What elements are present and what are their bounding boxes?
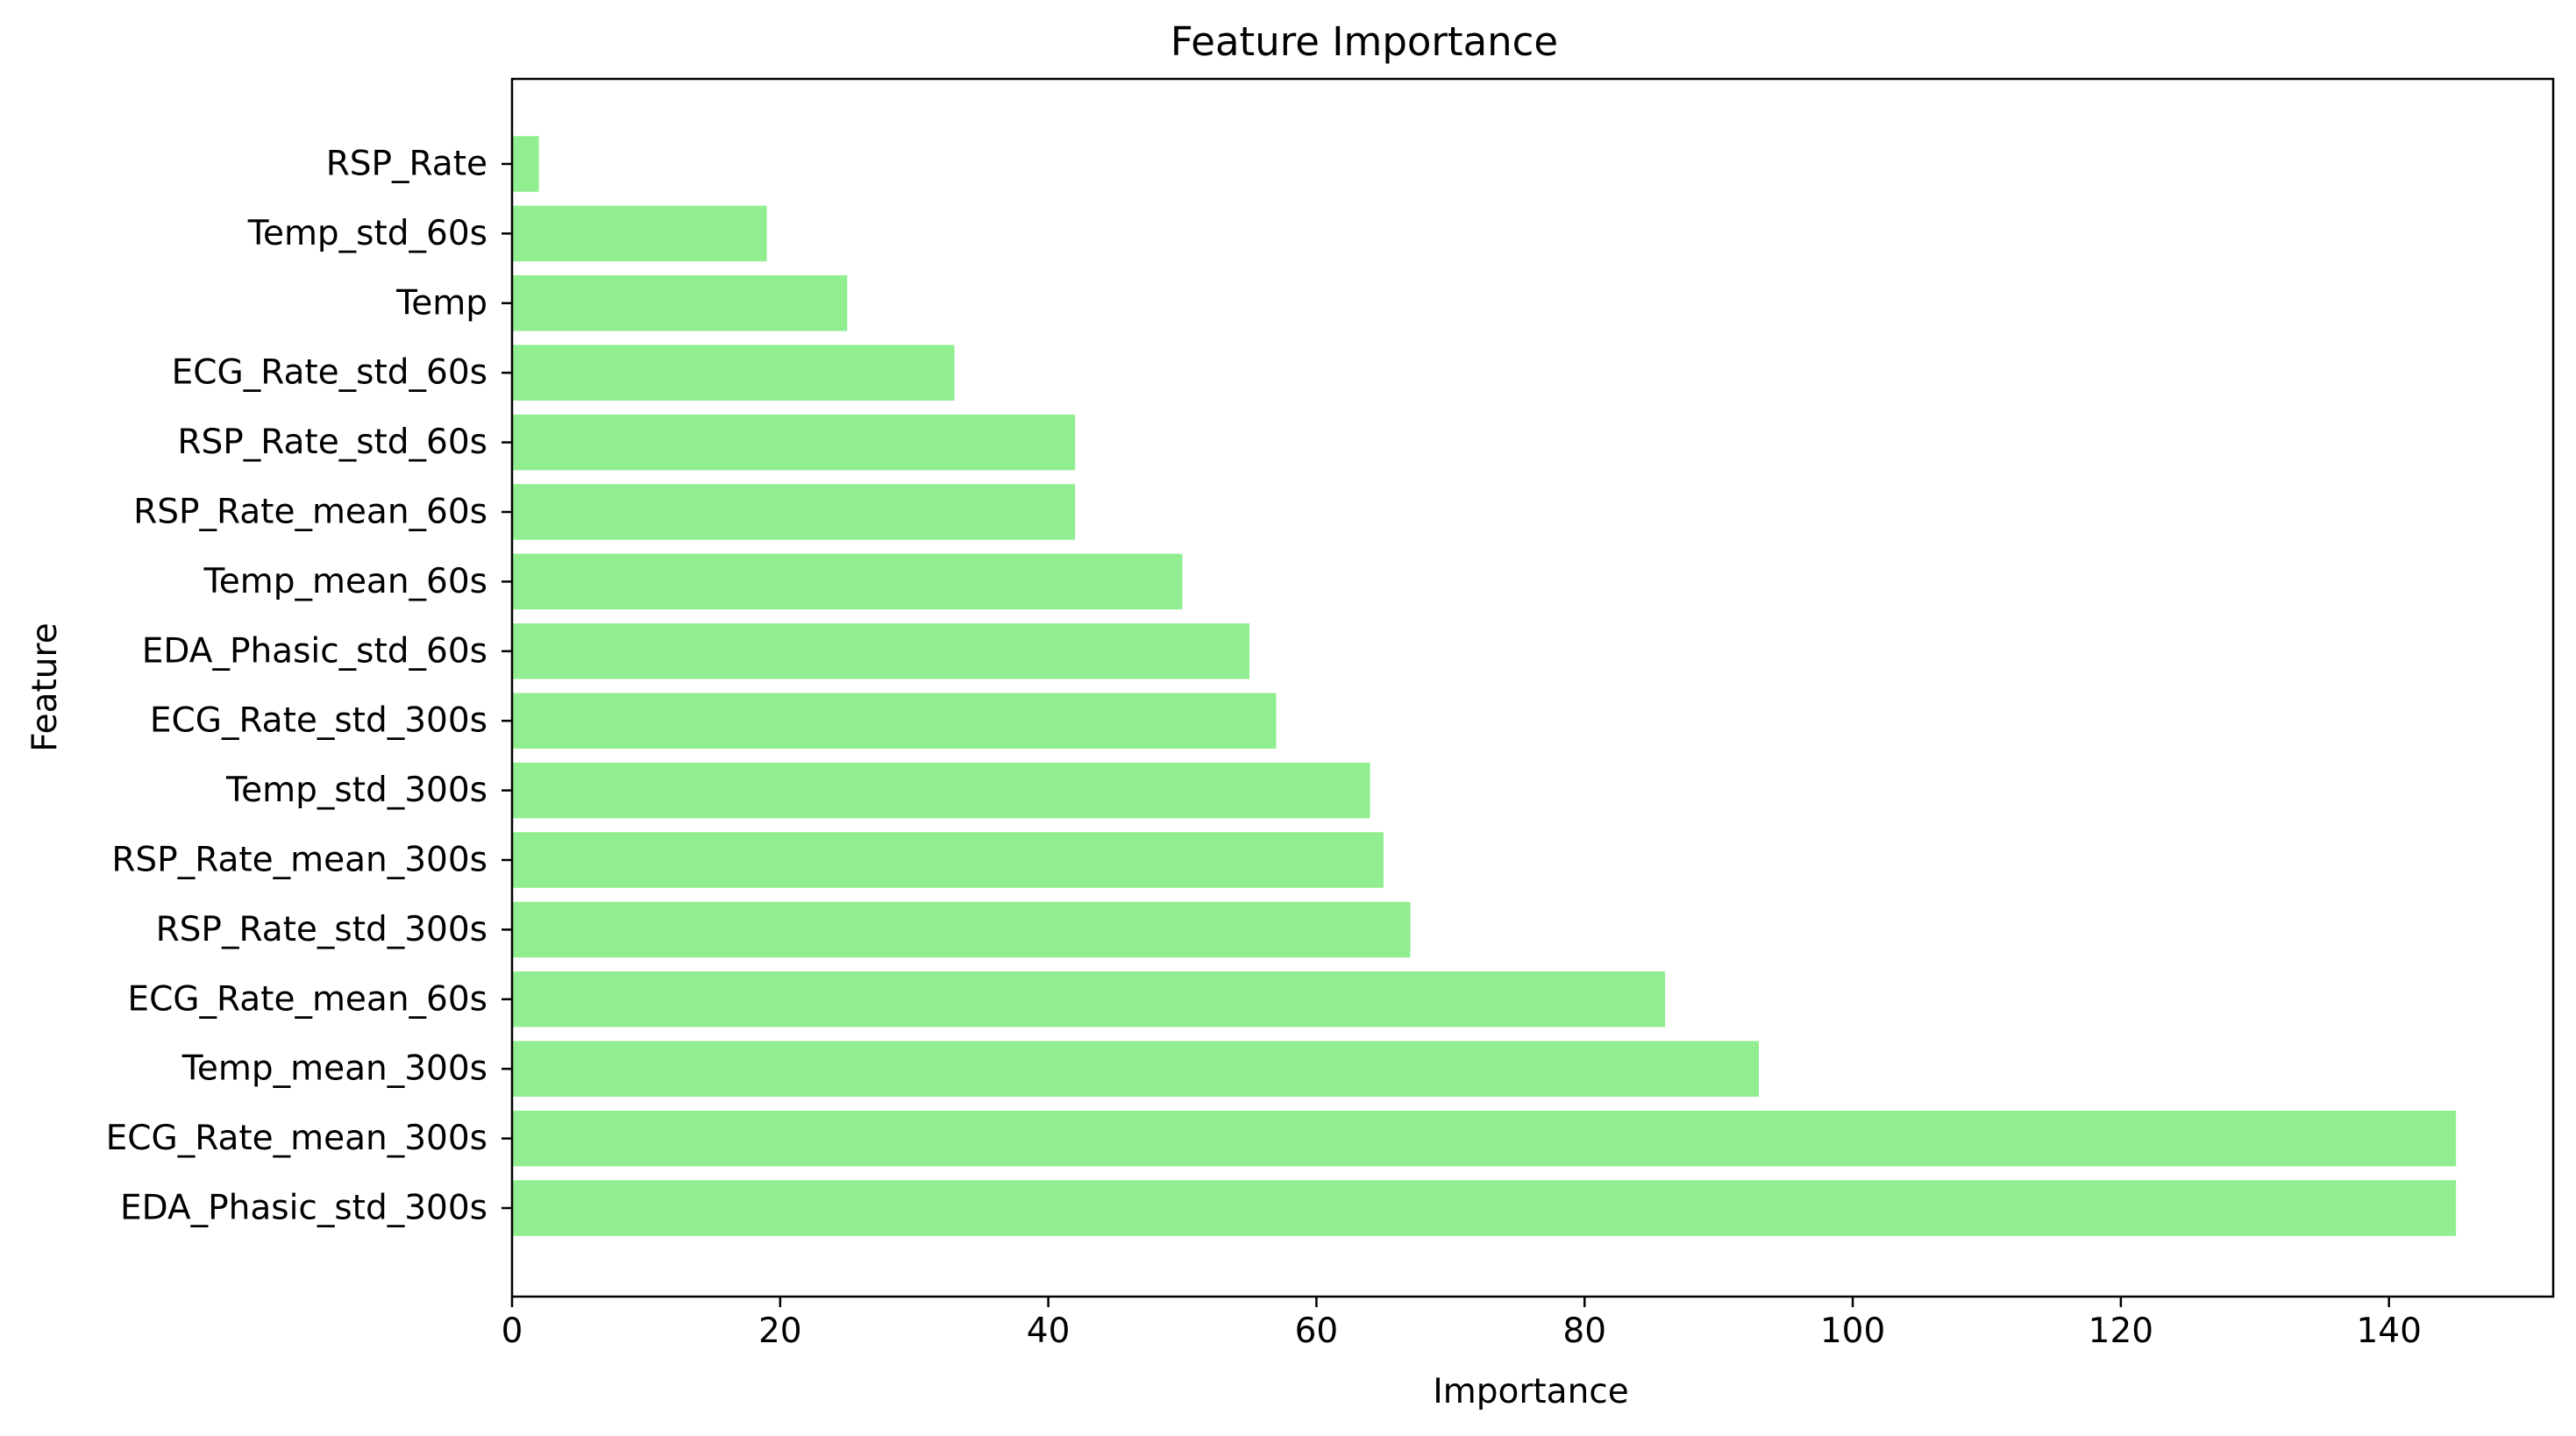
bar — [512, 1180, 2457, 1236]
y-tick-label: ECG_Rate_mean_300s — [106, 1119, 487, 1158]
plot-frame — [510, 77, 2555, 1298]
y-tick-label: Temp_std_300s — [225, 771, 487, 810]
bar — [512, 693, 1277, 749]
bar — [512, 275, 848, 331]
bar — [512, 136, 539, 192]
bar — [512, 832, 1384, 888]
bar — [512, 623, 1249, 679]
y-tick-group: RSP_Rate Temp_std_60s Temp ECG_Rate_std_60s… — [106, 145, 512, 1228]
bar — [512, 414, 1076, 471]
y-tick-label: RSP_Rate_std_60s — [177, 423, 487, 462]
y-tick-label: RSP_Rate_mean_60s — [133, 493, 487, 532]
bar — [512, 345, 955, 401]
x-tick-label: 20 — [758, 1312, 802, 1351]
x-tick-label: 140 — [2356, 1312, 2421, 1351]
y-tick-label: EDA_Phasic_std_300s — [120, 1189, 487, 1228]
y-tick-label: Temp_std_60s — [247, 214, 487, 253]
bar — [512, 553, 1183, 610]
chart-title: Feature Importance — [1171, 18, 1558, 65]
y-tick-label: RSP_Rate_std_300s — [156, 910, 487, 949]
y-tick-label: RSP_Rate — [326, 145, 487, 184]
x-tick-label: 100 — [1820, 1312, 1885, 1351]
y-tick-label: Temp_mean_60s — [203, 562, 487, 601]
bar — [512, 971, 1665, 1027]
x-tick-label: 60 — [1295, 1312, 1339, 1351]
bar — [512, 1110, 2457, 1167]
x-axis-label: Importance — [1433, 1372, 1629, 1411]
y-tick-label: RSP_Rate_mean_300s — [111, 841, 487, 880]
bars-group — [512, 136, 2457, 1236]
y-tick-label: ECG_Rate_std_60s — [172, 353, 487, 393]
y-tick-label: ECG_Rate_mean_60s — [127, 979, 487, 1019]
y-tick-label: EDA_Phasic_std_60s — [142, 631, 487, 671]
bar — [512, 484, 1076, 540]
x-tick-label: 40 — [1027, 1312, 1071, 1351]
y-tick-label: Temp — [395, 283, 487, 323]
bar — [512, 901, 1411, 958]
bar — [512, 762, 1370, 819]
bar — [512, 205, 767, 262]
y-axis-label: Feature — [25, 622, 65, 751]
y-tick-label: Temp_mean_300s — [181, 1049, 487, 1089]
x-tick-label: 80 — [1562, 1312, 1606, 1351]
y-tick-label: ECG_Rate_std_300s — [150, 701, 487, 741]
bar — [512, 1041, 1760, 1097]
x-tick-label: 0 — [502, 1312, 523, 1351]
x-tick-group: 0 20 40 60 80 100 120 140 — [502, 1297, 2422, 1351]
x-tick-label: 120 — [2089, 1312, 2153, 1351]
